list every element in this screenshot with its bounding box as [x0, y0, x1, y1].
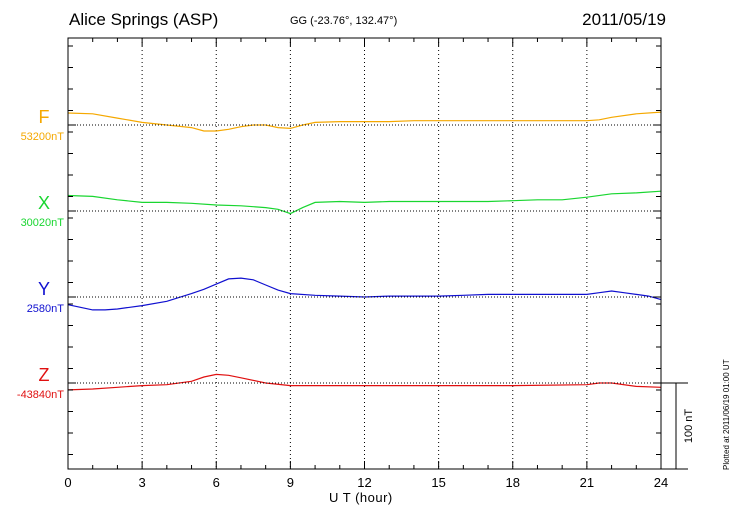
scale-bar: 100 nT [661, 382, 695, 470]
x-axis-label: U T (hour) [329, 490, 393, 505]
x-tick-label: 6 [213, 475, 220, 490]
series-name-Y: Y [38, 279, 50, 299]
grid-lines [141, 38, 588, 469]
series-traces [67, 111, 662, 391]
observation-date: 2011/05/19 [582, 10, 666, 29]
series-baseline-Y: 2580nT [27, 303, 65, 315]
x-tick-label: 0 [64, 475, 71, 490]
x-tick-label: 9 [287, 475, 294, 490]
series-baseline-X: 30020nT [21, 217, 65, 229]
x-tick-label: 18 [506, 475, 520, 490]
series-baseline-F: 53200nT [21, 131, 65, 143]
series-name-F: F [39, 107, 50, 127]
scale-bar-label: 100 nT [683, 409, 695, 444]
series-name-X: X [38, 193, 50, 213]
y-tick-marks [68, 45, 661, 455]
series-labels: F 53200nT X 30020nT Y 2580nT Z -43840nT [17, 107, 64, 401]
x-tick-labels: 0 3 6 9 12 15 18 21 24 [64, 475, 668, 490]
x-tick-label: 12 [357, 475, 371, 490]
x-tick-label: 15 [431, 475, 445, 490]
x-tick-label: 24 [654, 475, 668, 490]
trace-F [67, 111, 662, 132]
x-tick-label: 21 [580, 475, 594, 490]
baseline-lines [68, 124, 661, 384]
series-name-Z: Z [39, 365, 50, 385]
series-baseline-Z: -43840nT [17, 389, 64, 401]
trace-Y [67, 277, 662, 311]
station-title: Alice Springs (ASP) [69, 10, 219, 29]
trace-X [67, 190, 662, 215]
trace-Z [67, 373, 662, 391]
x-tick-marks [67, 38, 662, 469]
plotted-timestamp: Plotted at 2011/06/19 01:00 UT [722, 359, 730, 470]
x-tick-label: 3 [139, 475, 146, 490]
station-coordinates: GG (-23.76°, 132.47°) [290, 15, 398, 27]
